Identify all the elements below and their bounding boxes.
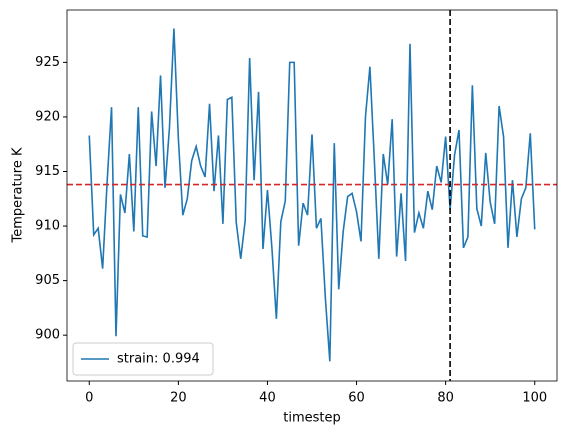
plot-frame: [66, 9, 558, 382]
x-tick-label: 80: [437, 391, 454, 406]
x-axis-label: timestep: [283, 411, 341, 426]
data-line: [88, 28, 536, 362]
y-axis-label: Temperature K: [11, 147, 26, 243]
legend-box: [72, 342, 214, 376]
y-tick-label: 900: [35, 328, 60, 343]
y-tick-label: 915: [35, 164, 60, 179]
y-tick-label: 920: [35, 109, 60, 124]
y-tick-label: 905: [35, 273, 60, 288]
x-tick-label: 0: [85, 391, 93, 406]
y-tick-label: 910: [35, 219, 60, 234]
x-tick-label: 60: [348, 391, 365, 406]
x-tick-label: 20: [170, 391, 187, 406]
y-tick-label: 925: [35, 55, 60, 70]
x-tick-label: 100: [522, 391, 547, 406]
x-tick-label: 40: [259, 391, 276, 406]
legend-label: strain: 0.994: [117, 352, 200, 367]
